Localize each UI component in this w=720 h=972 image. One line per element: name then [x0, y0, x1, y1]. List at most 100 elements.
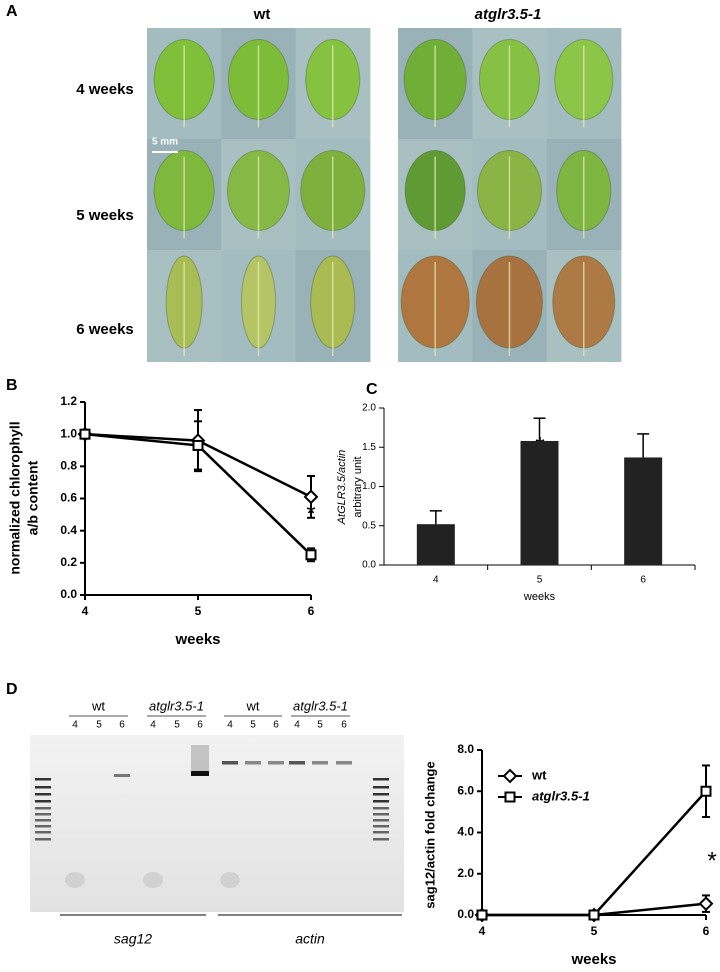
- x-tick-label: 5: [591, 924, 598, 938]
- panel-label: B: [6, 377, 18, 394]
- ladder-band: [373, 800, 389, 803]
- x-tick-label: 5: [537, 575, 543, 586]
- lane-label: 6: [119, 720, 125, 731]
- band: [336, 761, 352, 765]
- lane-label: 6: [273, 720, 279, 731]
- row-label: 5 weeks: [76, 207, 134, 224]
- lane-label: 4: [227, 720, 233, 731]
- x-axis-label: weeks: [174, 631, 220, 648]
- band-smear: [191, 745, 209, 773]
- annotation: *: [707, 847, 716, 874]
- ladder-band: [373, 786, 389, 789]
- marker: [303, 489, 319, 505]
- y-tick-label: 0.2: [60, 555, 77, 569]
- gel-group-label: wt: [91, 698, 105, 713]
- y-axis-label: normalized chlorophyll: [7, 421, 23, 574]
- band: [268, 761, 284, 765]
- primer-smear: [65, 872, 85, 888]
- y-tick-label: 0.0: [362, 560, 376, 571]
- lane-label: 5: [317, 720, 323, 731]
- ladder-band: [35, 786, 51, 789]
- x-tick-label: 6: [308, 604, 315, 618]
- marker: [476, 909, 488, 921]
- y-tick-label: 0.0: [60, 587, 77, 601]
- y-tick-label: 6.0: [457, 783, 474, 797]
- ladder-band: [373, 831, 389, 834]
- gene-label: sag12: [114, 931, 152, 947]
- x-axis-label: weeks: [570, 951, 616, 968]
- y-tick-label: 0.4: [60, 523, 77, 537]
- y-tick-label: 0.0: [457, 907, 474, 921]
- series-line: [482, 790, 707, 917]
- ladder-band: [373, 807, 389, 810]
- y-axis-label: sag12/actin fold change: [422, 761, 437, 908]
- marker: [700, 785, 712, 797]
- band: [312, 761, 328, 765]
- panel-label: D: [6, 681, 18, 698]
- ladder-band: [373, 813, 389, 816]
- y-axis-label: arbitrary unit: [352, 456, 364, 517]
- gel-group-label: wt: [246, 698, 260, 713]
- ladder-band: [373, 838, 389, 841]
- gene-label: actin: [295, 931, 325, 947]
- bar: [416, 524, 455, 565]
- x-tick-label: 4: [433, 575, 439, 586]
- row-label: 6 weeks: [76, 321, 134, 338]
- x-tick-label: 4: [82, 604, 89, 618]
- y-axis-label: AtGLR3.5/actin: [336, 450, 348, 526]
- marker: [79, 428, 91, 440]
- ladder-band: [373, 778, 389, 781]
- lane-label: 6: [197, 720, 203, 731]
- y-tick-label: 0.6: [60, 491, 77, 505]
- x-tick-label: 4: [479, 924, 486, 938]
- lane-label: 5: [174, 720, 180, 731]
- x-axis-label: weeks: [523, 591, 556, 603]
- bar: [520, 440, 559, 565]
- panel-label: C: [366, 381, 378, 398]
- ladder-band: [35, 807, 51, 810]
- bar: [624, 457, 663, 565]
- ladder-band: [35, 819, 51, 822]
- ladder-band: [373, 819, 389, 822]
- gel-group-label: atglr3.5-1: [149, 698, 204, 713]
- gel-group-label: atglr3.5-1: [293, 698, 348, 713]
- band: [114, 774, 130, 777]
- y-tick-label: 1.2: [60, 394, 77, 408]
- lane-label: 5: [250, 720, 256, 731]
- y-tick-label: 8.0: [457, 742, 474, 756]
- lane-label: 6: [341, 720, 347, 731]
- y-tick-label: 1.0: [60, 426, 77, 440]
- lane-label: 4: [150, 720, 156, 731]
- y-tick-label: 2.0: [362, 403, 376, 414]
- lane-label: 4: [294, 720, 300, 731]
- ladder-band: [35, 825, 51, 828]
- legend-label: wt: [531, 767, 547, 782]
- ladder-band: [35, 778, 51, 781]
- y-axis-label: a/b content: [25, 460, 41, 535]
- ladder-band: [373, 793, 389, 796]
- x-tick-label: 6: [703, 924, 710, 938]
- marker: [588, 909, 600, 921]
- scale-bar-label: 5 mm: [152, 137, 178, 148]
- ladder-band: [35, 800, 51, 803]
- marker: [305, 549, 317, 561]
- band: [245, 761, 261, 765]
- primer-smear: [143, 872, 163, 888]
- ladder-band: [35, 813, 51, 816]
- ladder-band: [373, 825, 389, 828]
- ladder-band: [35, 831, 51, 834]
- band: [222, 761, 238, 765]
- ladder-band: [35, 838, 51, 841]
- row-label: 4 weeks: [76, 81, 134, 98]
- marker: [698, 896, 714, 912]
- x-tick-label: 5: [195, 604, 202, 618]
- lane-label: 4: [72, 720, 78, 731]
- y-tick-label: 1.0: [362, 481, 376, 492]
- marker: [192, 439, 204, 451]
- y-tick-label: 4.0: [457, 825, 474, 839]
- lane-label: 5: [96, 720, 102, 731]
- legend-marker: [502, 768, 518, 784]
- panel-label: A: [6, 3, 18, 20]
- y-tick-label: 1.5: [362, 442, 376, 453]
